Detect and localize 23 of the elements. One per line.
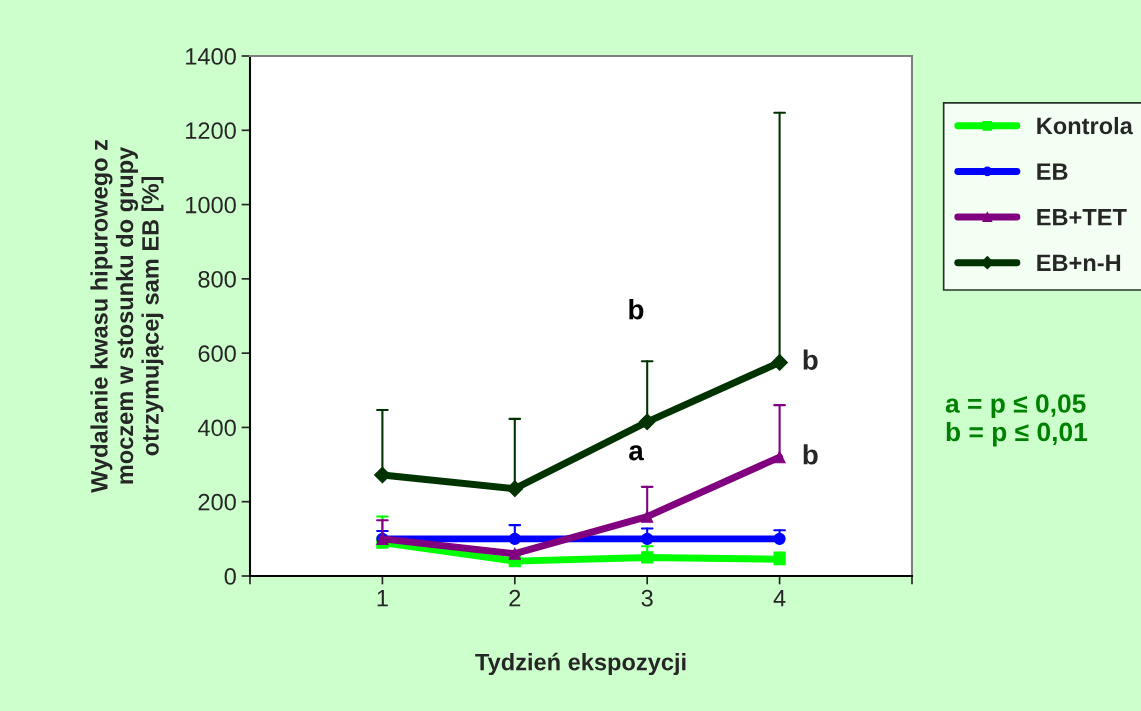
y-tick-label: 1400 (186, 48, 236, 65)
annotation: b (803, 444, 818, 465)
y-axis-title: Wydalanie kwasu hipurowego z moczem w stosunku do grupy otrzymującej sam EB [%] (90, 139, 164, 493)
legend-label: Kontrola (1037, 116, 1133, 135)
annotation: b (629, 299, 644, 320)
y-tick-label: 0 (224, 568, 236, 585)
legend-label: EB (1037, 163, 1068, 180)
x-tick-label: 4 (773, 590, 786, 607)
annotation: a (629, 445, 644, 461)
y-tick-label: 400 (197, 419, 236, 437)
y-tick-label: 1200 (186, 122, 236, 140)
x-tick-label: 3 (641, 589, 653, 607)
y-tick-label: 1000 (186, 196, 236, 214)
x-axis-title: Tydzień ekspozycji (475, 652, 686, 676)
text: a = p ≤ 0,05 b = p ≤ 0,01 (945, 394, 1088, 447)
y-tick-label: 200 (198, 493, 236, 511)
legend-label: EB+n-H (1037, 254, 1121, 271)
x-tick-label: 1 (377, 590, 388, 607)
x-tick-label: 2 (509, 589, 521, 607)
legend-label: EB+TET (1037, 209, 1127, 226)
annotation: b (803, 349, 818, 370)
y-tick-label: 600 (198, 345, 236, 362)
y-tick-label: 800 (198, 270, 236, 288)
